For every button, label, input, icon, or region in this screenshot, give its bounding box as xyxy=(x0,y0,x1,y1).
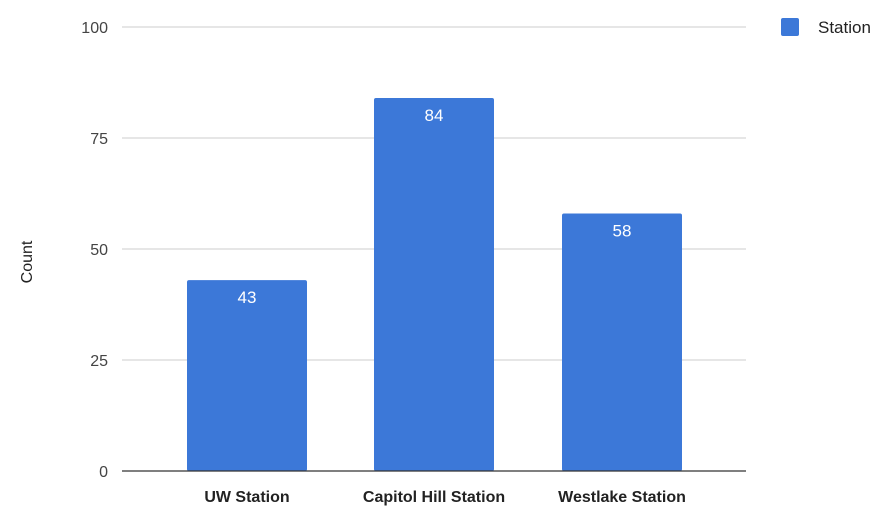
y-tick-label: 75 xyxy=(90,131,108,148)
x-tick-label: UW Station xyxy=(204,489,289,506)
legend-label: Station xyxy=(818,18,871,37)
bar xyxy=(374,98,494,471)
x-tick-label: Capitol Hill Station xyxy=(363,489,505,506)
legend-swatch xyxy=(781,18,799,36)
y-tick-label: 50 xyxy=(90,242,108,259)
legend: Station xyxy=(781,18,871,37)
y-axis-ticks: 0 25 50 75 100 xyxy=(81,20,108,481)
y-axis-label: Count xyxy=(19,240,36,283)
bars xyxy=(187,98,682,472)
data-labels: 43 84 58 xyxy=(238,106,632,307)
bar-value-label: 84 xyxy=(425,106,444,125)
y-tick-label: 0 xyxy=(99,464,108,481)
y-tick-label: 25 xyxy=(90,353,108,370)
bar xyxy=(562,213,682,472)
y-tick-label: 100 xyxy=(81,20,108,37)
bar-value-label: 58 xyxy=(613,221,632,240)
bar-value-label: 43 xyxy=(238,288,257,307)
x-tick-label: Westlake Station xyxy=(558,489,686,506)
bar xyxy=(187,280,307,471)
x-axis-ticks: UW Station Capitol Hill Station Westlake S… xyxy=(204,489,686,506)
